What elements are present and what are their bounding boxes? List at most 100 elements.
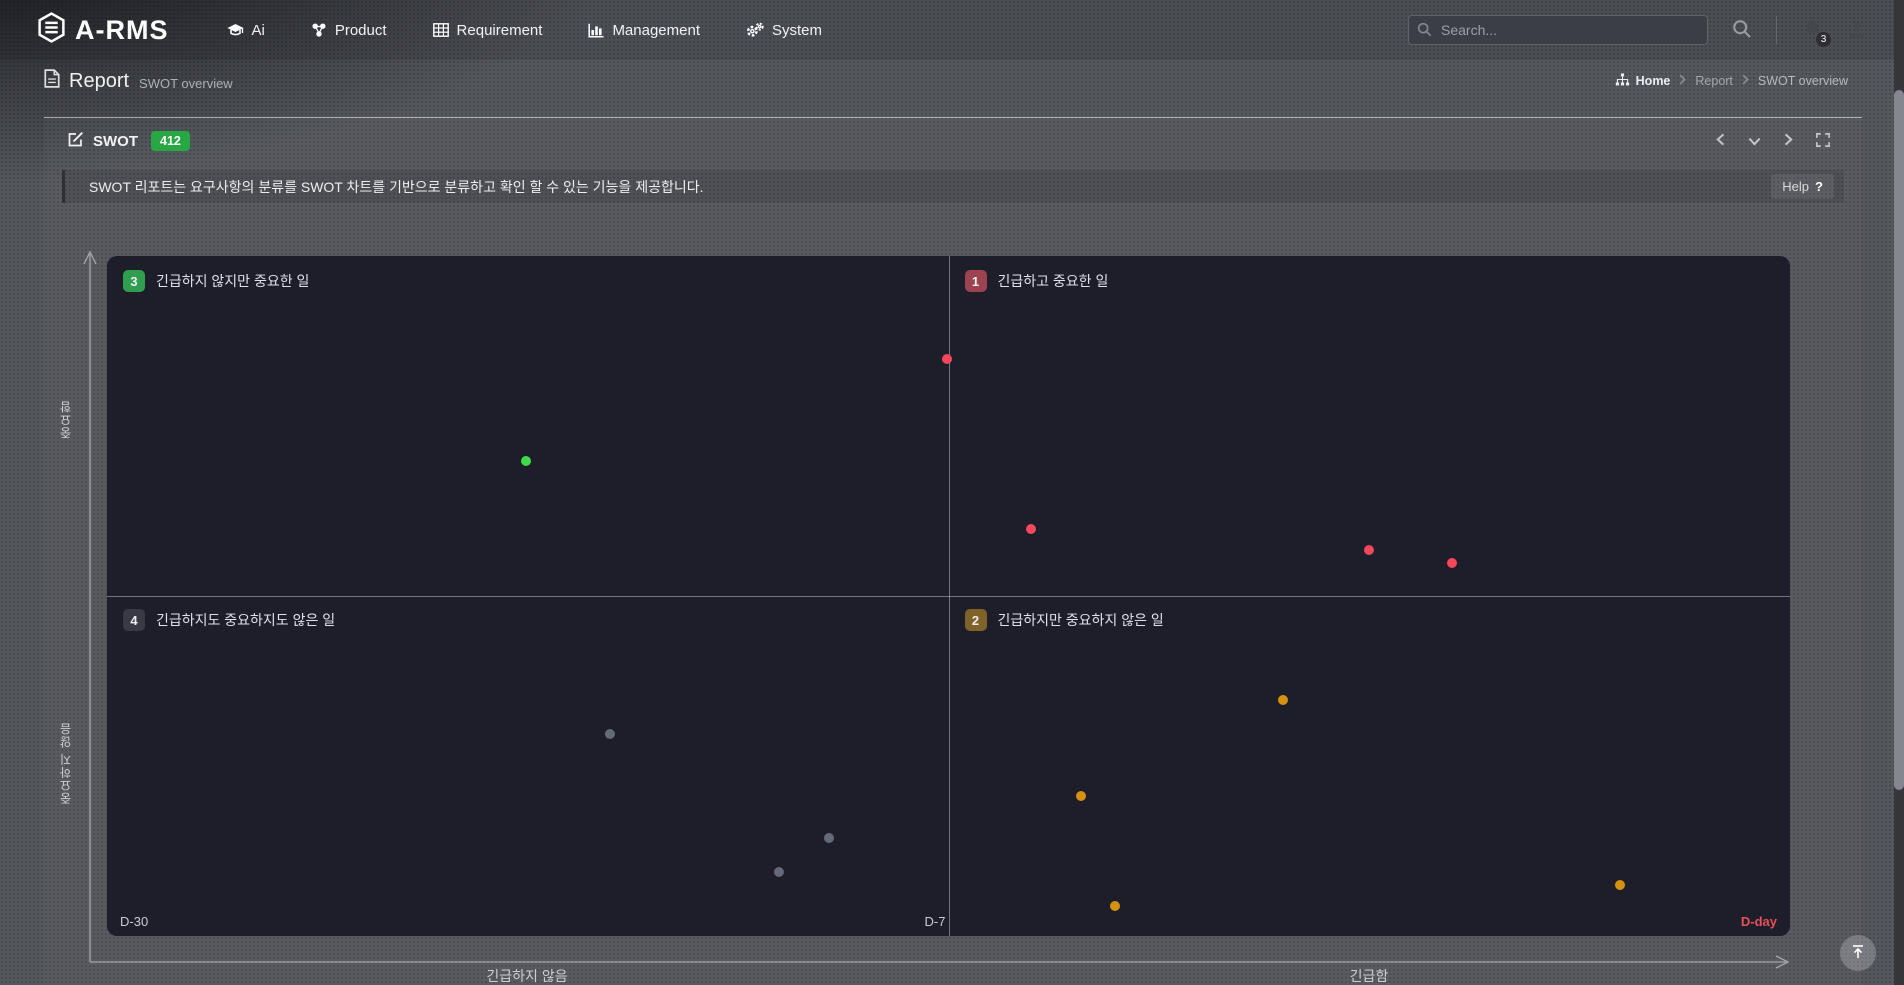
menu-item-label: Requirement xyxy=(456,21,543,39)
panel-controls xyxy=(1714,131,1832,152)
help-label: Help xyxy=(1782,179,1810,194)
user-menu-button[interactable] xyxy=(1846,18,1868,43)
document-icon xyxy=(44,68,60,94)
search-icon xyxy=(1417,22,1432,42)
page-title-text: Report xyxy=(69,69,130,92)
quadrant-text: 긴급하지도 중요하지도 않은 일 xyxy=(156,612,336,628)
panel-fullscreen-button[interactable] xyxy=(1814,131,1832,152)
chevron-down-icon xyxy=(1748,134,1761,149)
data-point[interactable] xyxy=(824,833,834,844)
data-point[interactable] xyxy=(1615,880,1626,890)
data-point[interactable] xyxy=(941,353,952,364)
menu-item-label: Management xyxy=(612,21,700,39)
expand-icon xyxy=(1816,132,1830,150)
swot-panel-title-text: SWOT xyxy=(93,132,138,150)
y-axis-label-important: 중요함 xyxy=(59,400,73,439)
table-icon xyxy=(432,23,449,37)
menu-item-management[interactable]: Management xyxy=(588,22,700,39)
x-tick-d7: D-7 xyxy=(924,914,946,929)
quadrant-badge: 4 xyxy=(123,609,145,631)
menu-item-label: System xyxy=(772,21,823,39)
navbar-right: 3 xyxy=(1408,15,1868,47)
quadrant-text: 긴급하지 않지만 중요한 일 xyxy=(156,273,310,289)
edit-icon xyxy=(68,131,84,151)
data-point[interactable] xyxy=(1076,790,1087,801)
chevron-right-icon xyxy=(1742,74,1749,88)
page-title-group: Report SWOT overview xyxy=(44,68,233,94)
sitemap-icon xyxy=(1615,73,1630,89)
data-point[interactable] xyxy=(605,729,616,740)
swot-panel-header: SWOT 412 xyxy=(44,118,1862,164)
menu-item-label: Product xyxy=(334,21,387,39)
quadrant-badge: 2 xyxy=(964,609,987,631)
gears-icon xyxy=(746,22,764,38)
x-tick-d30: D-30 xyxy=(120,914,149,929)
swot-count-badge: 412 xyxy=(151,130,190,152)
panel-next-button[interactable] xyxy=(1782,131,1795,151)
panel-description: SWOT 리포트는 요구사항의 분류를 SWOT 차트를 기반으로 분류하고 확… xyxy=(89,178,704,195)
swot-quadrant-chart: 3 긴급하지 않지만 중요한 일 1 긴급하고 중요한 일 4 긴급하지도 중요… xyxy=(107,256,1790,936)
help-button[interactable]: Help ? xyxy=(1771,174,1834,199)
data-point[interactable] xyxy=(1446,557,1457,568)
page-subtitle: SWOT overview xyxy=(139,75,233,91)
question-mark-icon: ? xyxy=(1815,179,1823,194)
menu-item-label: Ai xyxy=(251,21,265,39)
menu-item-system[interactable]: System xyxy=(746,22,822,39)
data-point[interactable] xyxy=(521,455,532,466)
arrow-up-to-line-icon xyxy=(1850,944,1866,963)
logo-icon xyxy=(38,12,65,48)
menu-item-requirement[interactable]: Requirement xyxy=(432,21,543,39)
quadrant-label-2: 2 긴급하지만 중요하지 않은 일 xyxy=(964,609,1164,631)
quadrant-text: 긴급하고 중요한 일 xyxy=(997,273,1109,289)
data-point[interactable] xyxy=(773,867,784,878)
user-icon xyxy=(1848,21,1866,41)
swot-panel: SWOT 412 SWOT 리포트는 요구사항의 분류를 SWOT 차트를 기반 xyxy=(44,117,1862,985)
panel-prev-button[interactable] xyxy=(1714,131,1727,151)
panel-description-bar: SWOT 리포트는 요구사항의 분류를 SWOT 차트를 기반으로 분류하고 확… xyxy=(62,170,1844,203)
search-submit-button[interactable] xyxy=(1730,17,1754,44)
notifications-button[interactable]: 3 xyxy=(1801,17,1831,47)
quadrant-text: 긴급하지만 중요하지 않은 일 xyxy=(997,612,1164,628)
data-point[interactable] xyxy=(1364,544,1375,555)
logo-text: A-RMS xyxy=(75,14,169,45)
chevron-right-icon xyxy=(1679,74,1687,88)
main-menu: Ai Product Requirement Management xyxy=(227,21,822,39)
breadcrumb-item-label: Home xyxy=(1635,74,1671,88)
quadrant-label-4: 4 긴급하지도 중요하지도 않은 일 xyxy=(123,609,335,631)
search-input[interactable] xyxy=(1408,15,1708,45)
menu-item-product[interactable]: Product xyxy=(311,22,387,39)
bell-icon xyxy=(1803,20,1822,41)
breadcrumb-current: SWOT overview xyxy=(1757,74,1848,88)
panel-collapse-button[interactable] xyxy=(1746,132,1763,151)
swot-panel-title: SWOT xyxy=(68,131,138,151)
scroll-to-top-button[interactable] xyxy=(1840,935,1876,971)
page-title: Report xyxy=(44,68,130,94)
search-box xyxy=(1408,15,1708,45)
x-tick-dday: D-day xyxy=(1740,914,1777,929)
scrollbar-track xyxy=(1894,0,1904,985)
app-logo[interactable]: A-RMS xyxy=(38,12,169,48)
share-nodes-icon xyxy=(311,22,327,38)
y-axis-label-not-important: 중요하지 않음 xyxy=(59,722,73,805)
search-icon xyxy=(1732,19,1752,42)
menu-item-ai[interactable]: Ai xyxy=(227,22,265,39)
data-point[interactable] xyxy=(1110,901,1121,912)
top-navbar: A-RMS Ai Product Requirement xyxy=(0,0,1904,60)
x-axis-label-urgent: 긴급함 xyxy=(1349,968,1389,984)
graduation-cap-icon xyxy=(227,23,244,38)
scrollbar-thumb[interactable] xyxy=(1894,90,1904,790)
page-header: Report SWOT overview Home Report SWOT ov… xyxy=(0,60,1904,102)
breadcrumb: Home Report SWOT overview xyxy=(1615,73,1848,89)
breadcrumb-report-link[interactable]: Report xyxy=(1695,74,1733,88)
data-point[interactable] xyxy=(1278,695,1289,706)
quadrant-label-1: 1 긴급하고 중요한 일 xyxy=(964,270,1109,292)
chevron-left-icon xyxy=(1716,133,1725,149)
divider xyxy=(1776,16,1777,44)
notification-count-badge: 3 xyxy=(1816,32,1831,47)
chevron-right-icon xyxy=(1784,133,1793,149)
quadrant-badge: 1 xyxy=(964,270,987,292)
data-point[interactable] xyxy=(1025,523,1036,534)
quadrant-badge: 3 xyxy=(123,270,145,292)
breadcrumb-home-link[interactable]: Home xyxy=(1615,73,1671,89)
